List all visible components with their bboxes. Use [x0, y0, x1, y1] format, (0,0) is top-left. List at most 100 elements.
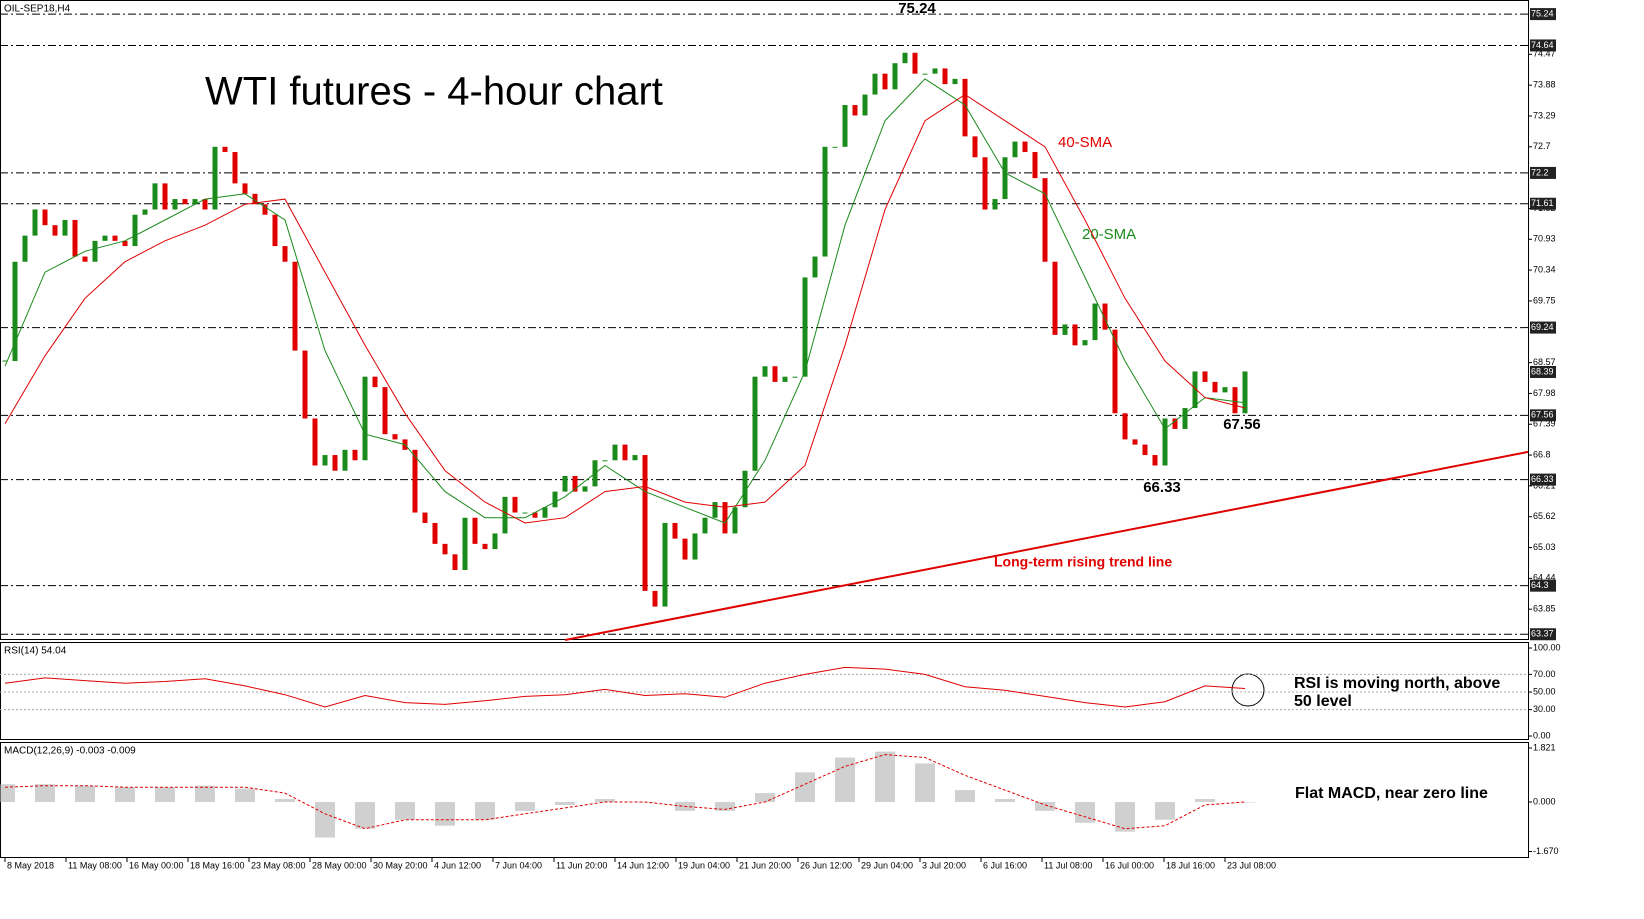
candle	[712, 502, 718, 518]
candle	[442, 543, 448, 555]
candle	[672, 522, 678, 539]
macd-bar	[0, 784, 15, 802]
level-label: 75.24	[1531, 8, 1554, 18]
x-tick-label: 14 Jun 12:00	[617, 860, 669, 870]
candle	[612, 444, 618, 461]
macd-bar	[875, 751, 895, 802]
line	[4, 666, 1246, 708]
x-tick-label: 21 Jun 20:00	[739, 860, 791, 870]
candle	[562, 475, 568, 492]
candle	[642, 455, 648, 591]
y-tick-label: 64.44	[1533, 573, 1556, 583]
candle	[192, 199, 198, 205]
candle	[572, 475, 578, 492]
candle	[1062, 324, 1068, 335]
level-label: 72.2	[1531, 167, 1549, 177]
sma20-label: 20-SMA	[1082, 226, 1136, 243]
candle	[1022, 141, 1028, 153]
candle	[902, 52, 908, 64]
macd-bar	[1235, 801, 1255, 803]
x-tick-label: 3 Jul 20:00	[922, 860, 966, 870]
candle	[772, 366, 778, 382]
macd-bar	[435, 801, 455, 826]
candle	[292, 261, 298, 351]
candle	[1122, 413, 1128, 440]
candle	[422, 512, 428, 523]
macd-bar	[195, 785, 215, 802]
candle	[942, 68, 948, 85]
candle	[652, 590, 658, 607]
macd-bar	[515, 801, 535, 811]
y-tick-label: 100.00	[1533, 642, 1561, 652]
candle	[872, 73, 878, 95]
price-panel	[0, 0, 1529, 640]
level-box	[1530, 8, 1556, 21]
sma40-label: 40-SMA	[1058, 134, 1112, 151]
candle	[272, 214, 278, 247]
candle	[262, 204, 268, 215]
macd-bar	[1035, 801, 1055, 811]
line	[4, 78, 1246, 524]
candle	[182, 199, 188, 205]
candle	[1212, 381, 1218, 393]
candle	[12, 261, 18, 362]
candle	[1072, 324, 1078, 346]
chart-title: WTI futures - 4-hour chart	[205, 70, 663, 114]
candle	[882, 73, 888, 90]
candle	[32, 209, 38, 236]
candle	[692, 533, 698, 560]
candle	[342, 449, 348, 471]
candle	[822, 146, 828, 257]
x-tick-label: 18 May 16:00	[190, 860, 245, 870]
y-tick-label: 30.00	[1533, 704, 1556, 714]
y-tick-label: 50.00	[1533, 686, 1556, 696]
candle	[812, 256, 818, 278]
candle	[22, 235, 28, 262]
x-tick-label: 23 Jul 08:00	[1227, 860, 1276, 870]
y-tick-label: 74.47	[1533, 49, 1556, 59]
candle	[832, 146, 838, 148]
candle	[1042, 178, 1048, 262]
candle	[412, 449, 418, 513]
level-box	[1530, 166, 1556, 179]
macd-bar	[235, 788, 255, 802]
candle	[782, 376, 788, 382]
candle	[432, 522, 438, 544]
candle	[792, 376, 798, 378]
candle	[742, 470, 748, 508]
level-label: 64.3	[1531, 580, 1549, 590]
candle	[72, 219, 78, 257]
y-tick-label: 70.00	[1533, 669, 1556, 679]
macd-title: MACD(12,26,9) -0.003 -0.009	[4, 746, 136, 757]
candle	[312, 418, 318, 466]
x-tick-label: 6 Jul 16:00	[983, 860, 1027, 870]
candle	[1232, 387, 1238, 414]
candle	[52, 225, 58, 236]
macd-bar	[355, 801, 375, 829]
y-tick-label: 65.03	[1533, 542, 1556, 552]
candle	[242, 183, 248, 194]
line	[4, 94, 1246, 524]
price-label: 68.39	[1531, 366, 1554, 376]
candle	[382, 387, 388, 435]
candle	[332, 455, 338, 471]
candle	[1202, 371, 1208, 382]
macd-bar	[275, 799, 295, 802]
level-box	[1530, 39, 1556, 52]
candle	[1132, 439, 1138, 445]
macd-bar	[115, 787, 135, 802]
candle	[912, 52, 918, 74]
candle	[722, 502, 728, 534]
candle	[512, 496, 518, 513]
x-tick-label: 28 May 00:00	[312, 860, 367, 870]
candle	[532, 512, 538, 518]
level-box	[1530, 197, 1556, 210]
candle	[892, 63, 898, 90]
candle	[1182, 408, 1188, 429]
rsi-title: RSI(14) 54.04	[4, 646, 67, 657]
y-tick-label: 72.7	[1533, 141, 1551, 151]
y-tick-label: 69.75	[1533, 295, 1556, 305]
candle	[232, 152, 238, 184]
candle	[282, 246, 288, 262]
